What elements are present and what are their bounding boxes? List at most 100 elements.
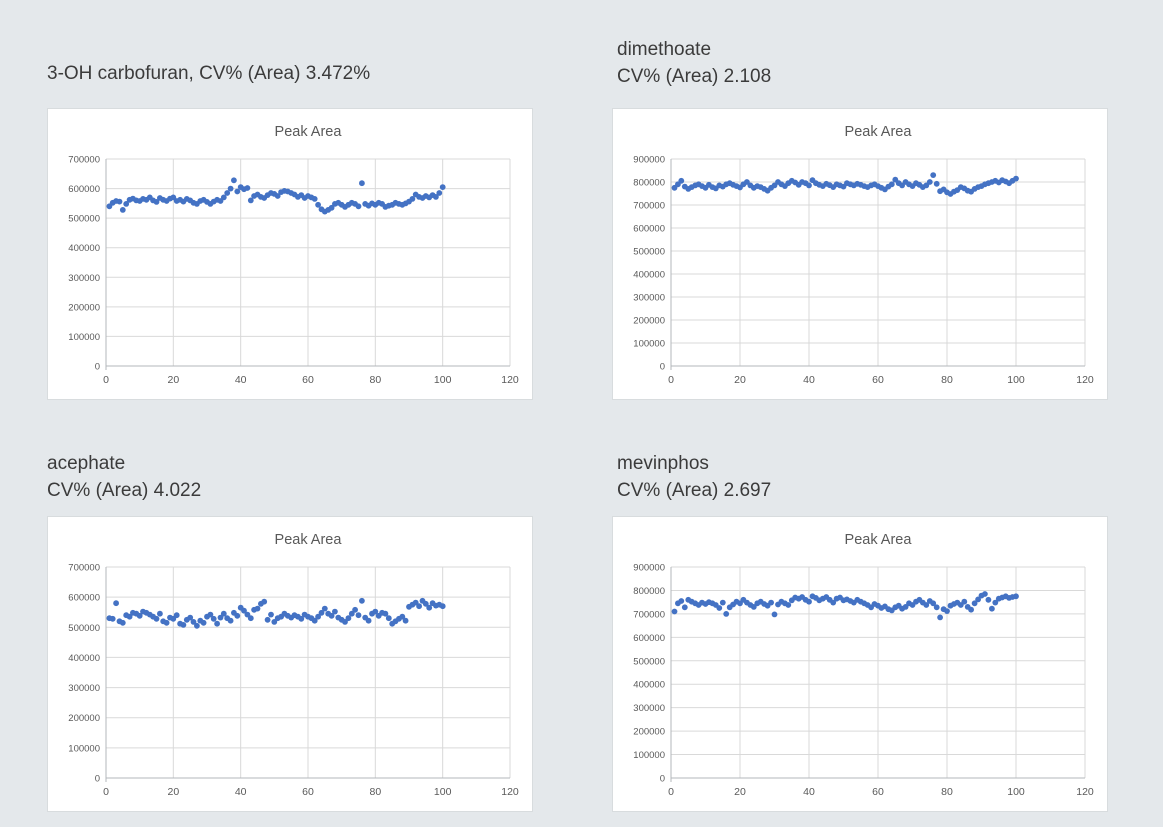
data-point xyxy=(902,604,909,610)
data-point xyxy=(975,596,981,603)
chart-title: Peak Area xyxy=(275,532,343,548)
x-tick-label: 80 xyxy=(369,374,381,386)
data-point xyxy=(439,603,446,610)
x-tick-label: 120 xyxy=(1076,374,1094,386)
data-point xyxy=(315,613,321,620)
data-point xyxy=(930,172,937,178)
x-tick-label: 20 xyxy=(167,786,179,798)
data-point xyxy=(1013,593,1019,600)
data-point xyxy=(116,198,123,205)
y-tick-label: 900000 xyxy=(633,563,665,574)
chart-title: Peak Area xyxy=(275,124,343,140)
data-point xyxy=(214,620,221,627)
x-tick-label: 60 xyxy=(872,374,884,386)
data-point xyxy=(436,190,443,196)
chart-panel-acephate[interactable]: Peak Area 0 100000 200000 300000 400000 500000… xyxy=(47,516,533,812)
scatter-chart-3oh-carbofuran: Peak Area 0 100000 200000 300000 400000 500000… xyxy=(68,124,519,386)
data-point xyxy=(247,615,254,622)
x-tick-label: 120 xyxy=(1076,786,1094,798)
chart-panel-mevinphos[interactable]: Peak Area 0 100000 200000 300000 400000 500000… xyxy=(612,516,1108,812)
data-point xyxy=(123,201,130,207)
data-point xyxy=(264,616,271,623)
data-point xyxy=(716,605,723,611)
y-tick-label: 700000 xyxy=(633,609,665,620)
data-point xyxy=(416,603,422,610)
data-point xyxy=(937,614,943,621)
data-point xyxy=(830,599,837,606)
data-point xyxy=(311,617,318,624)
scatter-chart-dimethoate: Peak Area 0 100000 200000 300000 400000 500000… xyxy=(633,124,1094,386)
data-point xyxy=(113,600,119,607)
data-point xyxy=(109,615,116,622)
data-point xyxy=(678,598,685,604)
data-point xyxy=(992,599,999,606)
data-point xyxy=(926,179,933,185)
data-point xyxy=(247,197,254,204)
data-point xyxy=(217,614,224,621)
y-tick-label: 500000 xyxy=(68,214,100,225)
data-point xyxy=(678,177,685,184)
heading-cv-line: CV% (Area) 4.022 xyxy=(47,480,202,501)
data-point xyxy=(439,184,446,190)
y-tick-label: 500000 xyxy=(633,247,665,258)
y-tick-label: 100000 xyxy=(633,750,665,761)
data-point xyxy=(234,188,241,195)
data-point xyxy=(234,612,241,619)
y-tick-label: 600000 xyxy=(633,224,665,235)
data-point xyxy=(771,611,778,618)
heading-acephate: acephate CV% (Area) 4.022 xyxy=(47,450,201,504)
data-point xyxy=(157,610,163,617)
data-point xyxy=(119,619,126,626)
heading-dimethoate: dimethoate CV% (Area) 2.108 xyxy=(617,36,771,90)
data-point xyxy=(318,609,325,616)
y-tick-label: 0 xyxy=(95,362,100,373)
heading-cv-line: CV% (Area) 2.108 xyxy=(617,66,772,87)
y-tick-label: 200000 xyxy=(68,302,100,313)
data-point xyxy=(355,203,362,210)
data-point xyxy=(1013,175,1019,182)
data-point xyxy=(382,610,389,617)
data-point xyxy=(681,604,688,611)
x-tick-label: 40 xyxy=(803,374,815,386)
data-point xyxy=(328,612,335,619)
data-point xyxy=(342,619,348,625)
data-point xyxy=(210,615,217,622)
data-point xyxy=(961,598,968,605)
heading-line: mevinphos xyxy=(617,453,709,474)
heading-3oh-carbofuran: 3-OH carbofuran, CV% (Area) 3.472% xyxy=(47,60,370,87)
y-tick-label: 900000 xyxy=(633,155,665,166)
x-tick-label: 100 xyxy=(434,374,452,386)
data-point xyxy=(933,604,940,611)
x-tick-label: 100 xyxy=(1007,786,1025,798)
data-point xyxy=(355,612,362,619)
data-point xyxy=(194,622,200,629)
x-tick-label: 60 xyxy=(302,374,314,386)
data-point xyxy=(220,194,227,201)
data-point xyxy=(268,611,274,618)
chart-panel-dimethoate[interactable]: Peak Area 0 100000 200000 300000 400000 500000… xyxy=(612,108,1108,400)
data-point xyxy=(399,613,406,620)
data-point xyxy=(719,599,726,606)
data-point xyxy=(224,190,231,196)
y-tick-label: 800000 xyxy=(633,586,665,597)
y-tick-label: 800000 xyxy=(633,178,665,189)
x-tick-label: 40 xyxy=(803,786,815,798)
data-point xyxy=(187,614,194,621)
data-point xyxy=(190,619,197,625)
data-point xyxy=(750,604,757,610)
data-point xyxy=(888,181,895,188)
y-tick-label: 400000 xyxy=(68,243,100,254)
scatter-series xyxy=(671,591,1019,621)
y-tick-label: 200000 xyxy=(633,727,665,738)
data-point xyxy=(227,617,234,624)
scatter-chart-acephate: Peak Area 0 100000 200000 300000 400000 500000… xyxy=(68,532,519,798)
data-point xyxy=(163,619,170,626)
x-tick-label: 40 xyxy=(235,374,247,386)
data-point xyxy=(352,606,358,613)
data-point xyxy=(971,600,978,607)
x-tick-label: 120 xyxy=(501,374,519,386)
x-tick-label: 120 xyxy=(501,786,519,798)
x-tick-label: 0 xyxy=(668,374,674,386)
scatter-series xyxy=(106,177,446,215)
chart-panel-3oh-carbofuran[interactable]: Peak Area 0 100000 200000 300000 400000 500000… xyxy=(47,108,533,400)
